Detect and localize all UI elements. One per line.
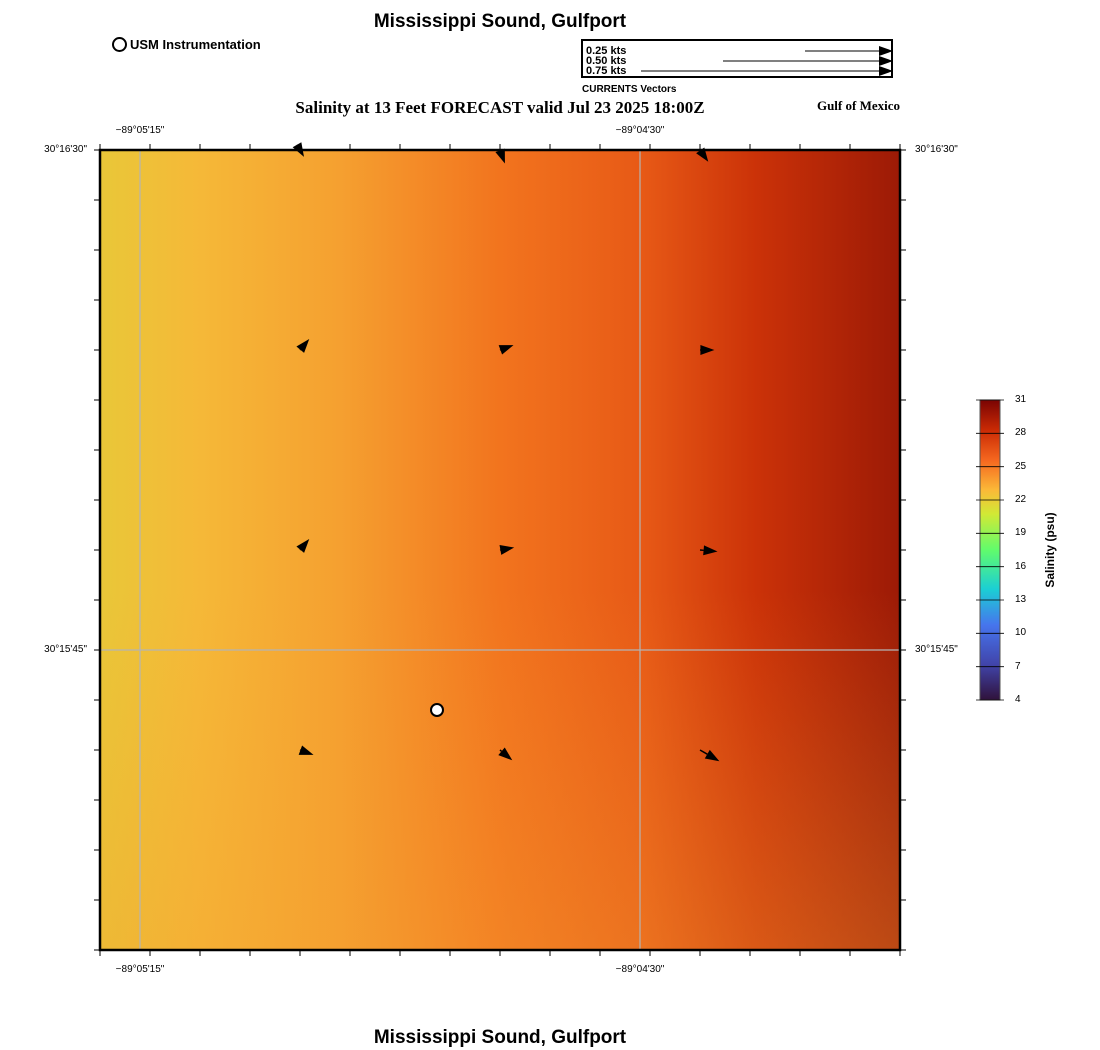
current-vector: [292, 142, 304, 157]
station-legend: USM Instrumentation: [112, 37, 261, 52]
current-vector: [495, 148, 505, 164]
map-title: Mississippi Sound, Gulfport: [373, 11, 627, 32]
current-vector-head: [495, 148, 505, 164]
current-vector: [696, 147, 709, 162]
vector-legend-label-2: 0.50 kts: [586, 55, 627, 67]
vector-legend-caption: CURRENTS Vectors: [582, 84, 677, 95]
current-vector-head: [498, 345, 514, 355]
lon-label-top-1: −89°05'15": [115, 125, 165, 136]
lon-label-top-2: −89°04'30": [615, 125, 665, 136]
lat-label-left-1: 30°16'30": [44, 144, 87, 155]
colorbar-tick-label: 22: [1015, 494, 1027, 505]
bottom-title: Mississippi Sound, Gulfport: [373, 1027, 627, 1048]
lon-label-bottom-1: −89°05'15": [115, 964, 165, 975]
lon-label-bottom-2: −89°04'30": [615, 964, 665, 975]
current-vector: [296, 338, 310, 353]
current-vector-shaft: [499, 749, 503, 752]
current-vector-head: [696, 147, 709, 162]
current-vector: [498, 747, 513, 761]
current-vector: [296, 538, 310, 553]
colorbar-tick-label: 4: [1015, 694, 1021, 705]
current-vector: [699, 749, 720, 762]
colorbar-tick-label: 10: [1015, 627, 1027, 639]
current-vector: [699, 545, 718, 556]
vector-legend-arrowhead-2: [879, 56, 891, 66]
colorbar-title: Salinity (psu): [1043, 512, 1057, 588]
colorbar-scale: [979, 399, 1001, 701]
colorbar-tick-label: 13: [1015, 594, 1027, 605]
colorbar-ticks: [976, 399, 1004, 701]
colorbar-tick-label: 19: [1015, 527, 1027, 539]
vector-legend: 0.25 kts 0.50 kts 0.75 kts: [581, 39, 893, 78]
vector-legend-label-3: 0.75 kts: [586, 65, 627, 77]
map-subtitle: Salinity at 13 Feet FORECAST valid Jul 2…: [295, 98, 705, 117]
current-vector: [700, 345, 715, 355]
current-vector-head: [298, 745, 314, 755]
current-vector-head: [296, 538, 310, 553]
vector-legend-arrows: [641, 46, 891, 76]
current-vector: [499, 545, 515, 555]
colorbar-tick-label: 16: [1015, 560, 1027, 572]
colorbar-tick-label: 25: [1015, 460, 1027, 472]
usm-station-marker: [430, 703, 444, 717]
current-vector-head: [704, 749, 720, 762]
graticule: [100, 150, 900, 950]
current-vector-head: [703, 545, 718, 556]
lat-label-right-1: 30°16'30": [915, 144, 958, 155]
region-label: Gulf of Mexico: [816, 98, 900, 113]
colorbar-tick-label: 7: [1015, 660, 1021, 672]
current-vector-head: [700, 345, 715, 355]
colorbar-tick-label: 28: [1015, 427, 1027, 439]
current-vectors: [292, 142, 720, 762]
vector-legend-arrowhead-1: [879, 46, 891, 56]
current-vector-shaft: [699, 749, 708, 755]
station-legend-label: USM Instrumentation: [130, 37, 261, 52]
colorbar-tick-label: 31: [1015, 394, 1027, 405]
current-vector-head: [499, 545, 515, 555]
vector-legend-label-1: 0.25 kts: [586, 45, 627, 57]
current-vector: [298, 745, 314, 755]
frame-ticks: [94, 144, 906, 956]
lat-label-right-2: 30°15'45": [915, 644, 958, 655]
current-vector: [498, 345, 514, 355]
current-vector-head: [498, 747, 513, 761]
lat-label-left-2: 30°15'45": [44, 644, 87, 655]
vector-legend-arrowhead-3: [879, 66, 891, 76]
current-vector-head: [292, 142, 304, 157]
current-vector-head: [296, 338, 310, 353]
station-marker-icon: [112, 37, 127, 52]
